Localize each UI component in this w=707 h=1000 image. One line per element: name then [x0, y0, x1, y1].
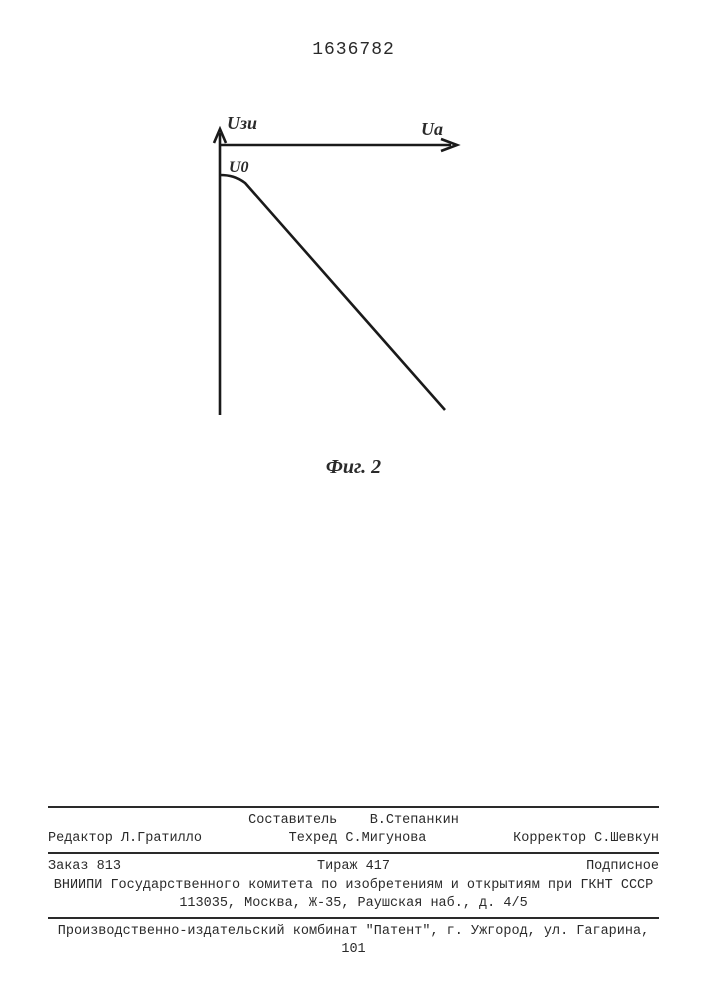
corrector-cell: Корректор С.Шевкун	[513, 830, 659, 848]
subscription: Подписное	[586, 858, 659, 876]
techred-name: С.Мигунова	[345, 831, 426, 846]
corrector-name: С.Шевкун	[594, 831, 659, 846]
page: 1636782 Uзи Uа U0 Фиг. 2 Составитель В.С…	[0, 0, 707, 1000]
compiler-label: Составитель	[248, 813, 337, 828]
x-axis-label: Uа	[421, 119, 443, 140]
footer: Составитель В.Степанкин Редактор Л.Грати…	[48, 802, 659, 960]
divider-3	[48, 917, 659, 919]
printrun-cell: Тираж 417	[317, 858, 390, 876]
figure-caption: Фиг. 2	[0, 456, 707, 479]
printer-line: Производственно-издательский комбинат "П…	[48, 923, 659, 959]
figure-2: Uзи Uа U0	[175, 115, 505, 455]
divider-2	[48, 852, 659, 854]
compiler-line: Составитель В.Степанкин	[48, 812, 659, 830]
techred-label: Техред	[289, 831, 338, 846]
printrun-label: Тираж	[317, 859, 358, 874]
divider-1	[48, 806, 659, 808]
org-line-2: 113035, Москва, Ж-35, Раушская наб., д. …	[48, 895, 659, 913]
order-row: Заказ 813 Тираж 417 Подписное	[48, 858, 659, 876]
editor-name: Л.Гратилло	[121, 831, 202, 846]
editor-cell: Редактор Л.Гратилло	[48, 830, 202, 848]
order-num: 813	[97, 859, 121, 874]
org-line-1: ВНИИПИ Государственного комитета по изоб…	[48, 877, 659, 895]
compiler-name: В.Степанкин	[370, 813, 459, 828]
corrector-label: Корректор	[513, 831, 586, 846]
y-axis-label: Uзи	[227, 113, 257, 134]
curve	[220, 175, 445, 410]
printrun-num: 417	[366, 859, 390, 874]
document-number: 1636782	[0, 40, 707, 60]
curve-start-label: U0	[229, 159, 249, 177]
order-label: Заказ	[48, 859, 89, 874]
editor-label: Редактор	[48, 831, 113, 846]
figure-svg	[175, 115, 505, 455]
techred-cell: Техред С.Мигунова	[289, 830, 427, 848]
credits-row: Редактор Л.Гратилло Техред С.Мигунова Ко…	[48, 830, 659, 848]
order-cell: Заказ 813	[48, 858, 121, 876]
